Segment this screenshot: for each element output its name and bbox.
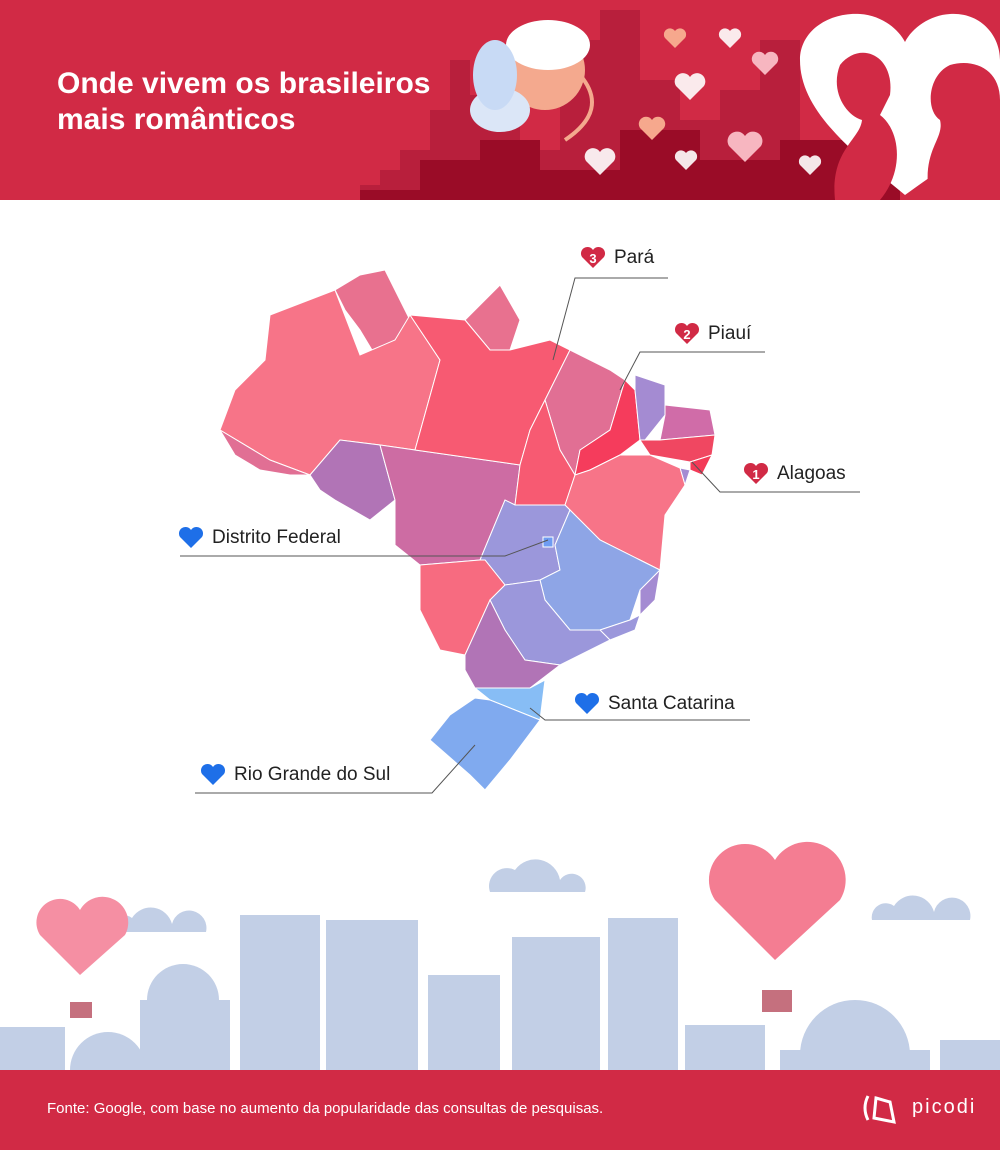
red-heart-icon: 3 [580, 246, 606, 270]
footer-banner: Fonte: Google, com base no aumento da po… [0, 1070, 1000, 1150]
page-title: Onde vivem os brasileiros mais romântico… [57, 67, 431, 136]
state-alagoas [689, 454, 713, 476]
city-romance-illustration [360, 10, 1000, 200]
city-skyline-illustration [0, 841, 1000, 1070]
leader-lines [180, 277, 860, 794]
blue-heart-icon [574, 692, 600, 716]
state-name: Piauí [708, 323, 752, 344]
label-santa-catarina: Santa Catarina [574, 692, 735, 716]
red-heart-icon: 1 [743, 462, 769, 486]
state-ceara [634, 374, 666, 441]
state-espirito-santo [639, 568, 661, 617]
label-piaui: 2 Piauí [674, 322, 751, 346]
brand-logo: picodi [912, 1096, 977, 1118]
state-name: Pará [614, 247, 655, 268]
state-acre [219, 429, 311, 476]
picodi-logo-icon [863, 1095, 896, 1124]
label-rio-grande-do-sul: Rio Grande do Sul [200, 763, 390, 787]
hot-air-balloon-icon [36, 896, 129, 1018]
state-name: Distrito Federal [212, 527, 341, 548]
hot-air-balloon-icon [708, 841, 846, 1012]
source-note: Fonte: Google, com base no aumento da po… [47, 1100, 604, 1117]
state-rn-pb [659, 404, 716, 441]
state-parana [464, 598, 562, 689]
header-banner: Onde vivem os brasileiros mais romântico… [0, 0, 1000, 200]
label-distrito-federal: Distrito Federal [178, 526, 341, 550]
brazil-map [180, 269, 860, 794]
cupid-icon [470, 20, 594, 142]
state-name: Rio Grande do Sul [234, 764, 391, 785]
state-rio-grande-do-sul [429, 697, 541, 791]
label-alagoas: 1 Alagoas [743, 462, 846, 486]
state-rondonia [309, 439, 396, 521]
red-heart-icon: 2 [674, 322, 700, 346]
blue-heart-icon [178, 526, 204, 550]
state-name: Santa Catarina [608, 693, 735, 714]
blue-heart-icon [200, 763, 226, 787]
label-para: 3 Pará [580, 246, 654, 270]
state-name: Alagoas [777, 463, 846, 484]
state-distrito-federal [542, 536, 554, 548]
